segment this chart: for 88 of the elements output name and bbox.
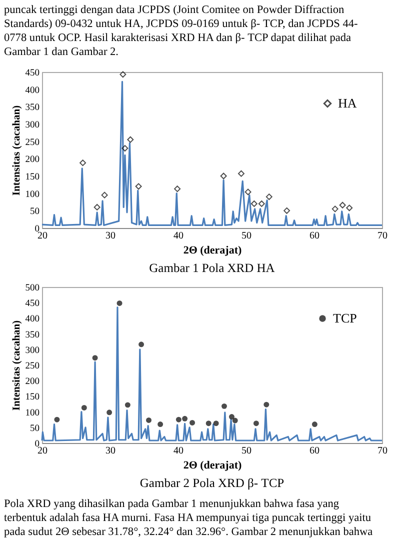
y-tick-label: 50 [30,207,40,218]
x-tick-label: 50 [242,230,252,242]
point [312,422,318,428]
point [190,420,196,426]
point [222,403,227,409]
y-tick-label: 100 [25,190,40,200]
text: puncak tertinggi dengan data JCPDS (Joint Comitee on Powder Diffraction [4,4,345,16]
x-tick-label: 70 [378,230,388,242]
point [238,170,244,177]
text: Pola XRD yang dihasilkan pada Gambar 1 menunjukkan bahwa fasa yang [4,498,340,510]
y-tick-label: 100 [25,408,40,418]
y-tick-label: 150 [25,392,40,403]
text: Gambar 1 Pola XRD HA [149,261,275,275]
y-tick-label: 250 [25,138,40,148]
y-tick-label: 350 [25,330,40,340]
y-tick-label: 450 [25,68,40,78]
point [244,188,252,196]
x-tick-label: 70 [378,446,388,456]
point [176,416,182,422]
text: terbentuk adalah fasa HA murni. Fasa HA mempunyai tiga puncak tertinggi yaitu [4,512,372,524]
x-tick-label: 60 [310,230,320,242]
x-tick-label: 40 [174,230,184,242]
x-tick-label: 30 [106,446,116,456]
point [220,172,227,180]
y-axis-title: Intensitas (cacahan) [11,320,22,411]
point [264,402,270,408]
line-series [41,80,383,226]
y-tick-label: 0 [34,440,40,450]
point [258,200,265,207]
point [124,402,130,408]
point [332,206,338,212]
point [182,416,188,422]
point [101,192,108,198]
y-tick-label: 200 [25,155,40,166]
y-tick-label: 250 [25,362,40,372]
point [253,420,259,426]
text: Standards) 09-0432 untuk HA, JCPDS 09-0169 untuk β- TCP, dan JCPDS 44- [4,18,358,30]
legend-label: HA [338,96,358,110]
y-tick-label: 400 [25,314,40,325]
point [266,194,272,200]
y-axis-title: Intensitas (cacahan) [11,104,22,196]
y-tick-label: 200 [25,377,40,388]
y-tick-label: 500 [25,284,40,294]
point [127,136,134,143]
point [80,160,86,166]
point [135,183,142,190]
point [213,420,219,426]
point [232,418,238,424]
legend-label: TCP [333,310,357,326]
x-tick-label: 20 [38,446,48,456]
y-tick-label: 150 [25,172,40,182]
point [174,186,181,192]
point [284,207,290,214]
y-tick-label: 300 [25,346,40,356]
point [92,355,98,361]
point [106,410,112,416]
point [94,204,100,210]
text: Gambar 1 dan Gambar 2. [4,46,119,58]
x-tick-label: 30 [106,230,116,242]
point [346,204,353,212]
point [116,300,122,306]
line-series [41,306,383,442]
x-axis-title: 2Θ (derajat) [183,460,242,472]
point [120,71,126,78]
text: Gambar 2 Pola XRD β- TCP [140,476,284,490]
x-tick-label: 40 [174,446,184,456]
x-tick-label: 20 [38,230,48,242]
point [206,420,212,426]
text: 0778 untuk OCP. Hasil karakterisasi XRD HA dan β- TCP dapat dilihat pada [4,32,352,44]
y-tick-label: 0 [34,224,40,234]
point [339,202,346,208]
x-tick-label: 50 [242,446,252,456]
point [228,414,234,420]
point [122,145,128,152]
y-tick-label: 50 [30,424,40,434]
point [146,417,152,423]
y-tick-label: 400 [25,86,40,96]
x-tick-label: 60 [310,446,320,456]
point [138,342,144,348]
y-tick-label: 300 [25,120,40,130]
point [250,200,258,207]
point [158,422,164,428]
point [81,405,87,410]
y-tick-label: 350 [25,103,40,114]
y-tick-label: 450 [25,299,40,310]
point [54,416,60,422]
text: pada sudut 2Θ sebesar 31.78°, 32.24° dan 32.96°. Gambar 2 menunjukkan bahwa [4,526,373,538]
x-axis-title: 2Θ (derajat) [183,244,242,256]
